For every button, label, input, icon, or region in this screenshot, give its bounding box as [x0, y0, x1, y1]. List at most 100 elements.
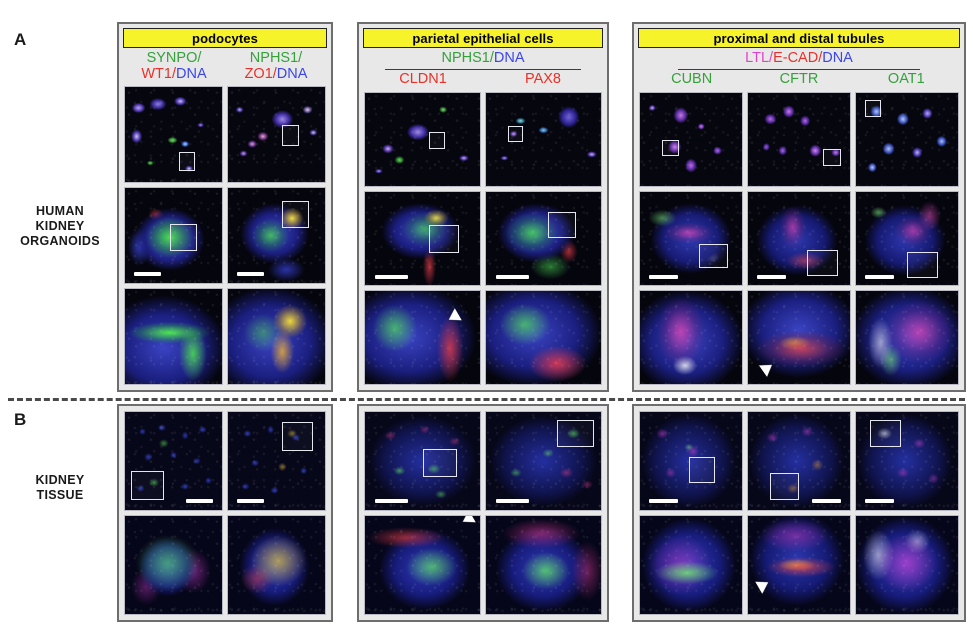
- scale-bar: [649, 274, 678, 279]
- micrograph-organoid-nphs1-low[interactable]: [227, 86, 326, 183]
- marker-label-wt1-dna: WT1/DNA: [141, 66, 207, 82]
- micrograph-tissue-oat1-low[interactable]: [855, 411, 959, 511]
- micrograph-organoid-oat1-high[interactable]: [855, 290, 959, 385]
- roi-box: [429, 225, 460, 254]
- scale-bar: [496, 274, 529, 279]
- marker-legend-pec-shared: NPHS1/DNA: [363, 50, 603, 66]
- micrograph-tissue-cftr-low[interactable]: [747, 411, 851, 511]
- row-label-line: HUMAN: [35, 204, 85, 218]
- roi-box: [282, 421, 314, 452]
- row-label-line: KIDNEY: [35, 473, 85, 487]
- roi-box: [770, 472, 799, 501]
- row-label-line: KIDNEY: [35, 219, 85, 233]
- roi-box: [807, 249, 838, 276]
- scale-bar: [186, 499, 214, 504]
- micrograph-tissue-cftr-high[interactable]: [747, 515, 851, 615]
- roi-box: [429, 132, 446, 149]
- roi-box: [870, 419, 901, 448]
- micrograph-tissue-pax8-high[interactable]: [485, 515, 602, 615]
- scale-bar: [757, 274, 786, 279]
- panel-b-group-parietal-epithelial-cells: [357, 404, 609, 622]
- row-label-line: TISSUE: [36, 488, 84, 502]
- roi-box: [662, 139, 679, 157]
- marker-label-oat1: OAT1: [887, 71, 925, 87]
- micrograph-organoid-oat1-mid[interactable]: [855, 191, 959, 286]
- micrograph-organoid-nphs1-mid[interactable]: [227, 187, 326, 284]
- micrograph-organoid-cubn-mid[interactable]: [639, 191, 743, 286]
- micrograph-tissue-cldn1-high[interactable]: [364, 515, 481, 615]
- micrograph-organoid-pax8-low[interactable]: [485, 92, 602, 187]
- row-label-human-kidney-organoids: HUMAN KIDNEY ORGANOIDS: [6, 204, 114, 249]
- roi-box: [282, 201, 310, 228]
- column-marker-row-tubules: CUBN CFTR OAT1: [638, 71, 960, 87]
- marker-label-nphs1-dna: NPHS1/DNA: [441, 50, 525, 66]
- micrograph-tissue-nphs1-low[interactable]: [227, 411, 326, 511]
- scale-bar: [375, 274, 408, 279]
- micrograph-tissue-synpo-high[interactable]: [124, 515, 223, 615]
- micrograph-organoid-cldn1-mid[interactable]: [364, 191, 481, 286]
- marker-label-synpo: SYNPO/: [146, 50, 202, 66]
- marker-label-zo1-dna: ZO1/DNA: [244, 66, 308, 82]
- marker-label-cldn1: CLDN1: [399, 71, 447, 87]
- micrograph-organoid-cftr-low[interactable]: [747, 92, 851, 187]
- micrograph-organoid-cldn1-low[interactable]: [364, 92, 481, 187]
- scale-bar: [236, 272, 264, 277]
- micrograph-tissue-pax8-low[interactable]: [485, 411, 602, 511]
- row-label-kidney-tissue: KIDNEY TISSUE: [6, 473, 114, 503]
- roi-box: [282, 125, 299, 146]
- micrograph-tissue-oat1-high[interactable]: [855, 515, 959, 615]
- roi-box: [907, 251, 938, 278]
- group-title-podocytes: podocytes: [123, 28, 327, 48]
- marker-legend-podocytes: SYNPO/ WT1/DNA NPHS1/ ZO1/DNA: [123, 50, 327, 82]
- marker-label-cftr: CFTR: [779, 71, 819, 87]
- micrograph-organoid-pax8-mid[interactable]: [485, 191, 602, 286]
- panel-a-group-podocytes: podocytes SYNPO/ WT1/DNA NPHS1/ ZO1/DNA: [117, 22, 333, 392]
- marker-label-cubn: CUBN: [671, 71, 713, 87]
- shared-marker-underline: [385, 69, 581, 70]
- micrograph-organoid-synpo-high[interactable]: [124, 288, 223, 385]
- scale-bar: [236, 499, 264, 504]
- roi-box: [699, 244, 728, 269]
- micrograph-organoid-cftr-high[interactable]: [747, 290, 851, 385]
- roi-box: [422, 449, 457, 477]
- micrograph-organoid-synpo-low[interactable]: [124, 86, 223, 183]
- roi-box: [557, 419, 595, 448]
- scale-bar: [865, 499, 894, 504]
- marker-legend-tubules-shared: LTL/E-CAD/DNA: [638, 50, 960, 66]
- panel-divider-dashed-line: [8, 398, 965, 401]
- roi-box: [507, 126, 523, 143]
- micrograph-organoid-cubn-low[interactable]: [639, 92, 743, 187]
- roi-box: [688, 457, 716, 483]
- panel-letter-b: B: [14, 410, 27, 429]
- micrograph-organoid-nphs1-high[interactable]: [227, 288, 326, 385]
- roi-box: [130, 470, 164, 501]
- micrograph-tissue-cldn1-low[interactable]: [364, 411, 481, 511]
- scale-bar: [133, 272, 161, 277]
- roi-box: [823, 148, 841, 167]
- shared-marker-underline: [678, 69, 920, 70]
- panel-letter-a: A: [14, 30, 27, 49]
- micrograph-organoid-cftr-mid[interactable]: [747, 191, 851, 286]
- micrograph-organoid-cldn1-high[interactable]: [364, 290, 481, 385]
- micrograph-organoid-oat1-low[interactable]: [855, 92, 959, 187]
- micrograph-tissue-cubn-high[interactable]: [639, 515, 743, 615]
- group-title-proximal-and-distal-tubules: proximal and distal tubules: [638, 28, 960, 48]
- row-label-line: ORGANOIDS: [20, 234, 100, 248]
- micrograph-tissue-synpo-low[interactable]: [124, 411, 223, 511]
- roi-box: [548, 212, 576, 239]
- micrograph-tissue-cubn-low[interactable]: [639, 411, 743, 511]
- micrograph-tissue-nphs1-high[interactable]: [227, 515, 326, 615]
- panel-a-group-proximal-and-distal-tubules: proximal and distal tubules LTL/E-CAD/DN…: [632, 22, 966, 392]
- group-title-parietal-epithelial-cells: parietal epithelial cells: [363, 28, 603, 48]
- scale-bar: [812, 499, 841, 504]
- panel-a-group-parietal-epithelial-cells: parietal epithelial cells NPHS1/DNA CLDN…: [357, 22, 609, 392]
- micrograph-organoid-cubn-high[interactable]: [639, 290, 743, 385]
- scale-bar: [865, 274, 894, 279]
- marker-label-ltl-ecad-dna: LTL/E-CAD/DNA: [745, 50, 853, 66]
- micrograph-organoid-synpo-mid[interactable]: [124, 187, 223, 284]
- scale-bar: [649, 499, 678, 504]
- scale-bar: [375, 499, 408, 504]
- marker-label-nphs1: NPHS1/: [249, 50, 303, 66]
- micrograph-organoid-pax8-high[interactable]: [485, 290, 602, 385]
